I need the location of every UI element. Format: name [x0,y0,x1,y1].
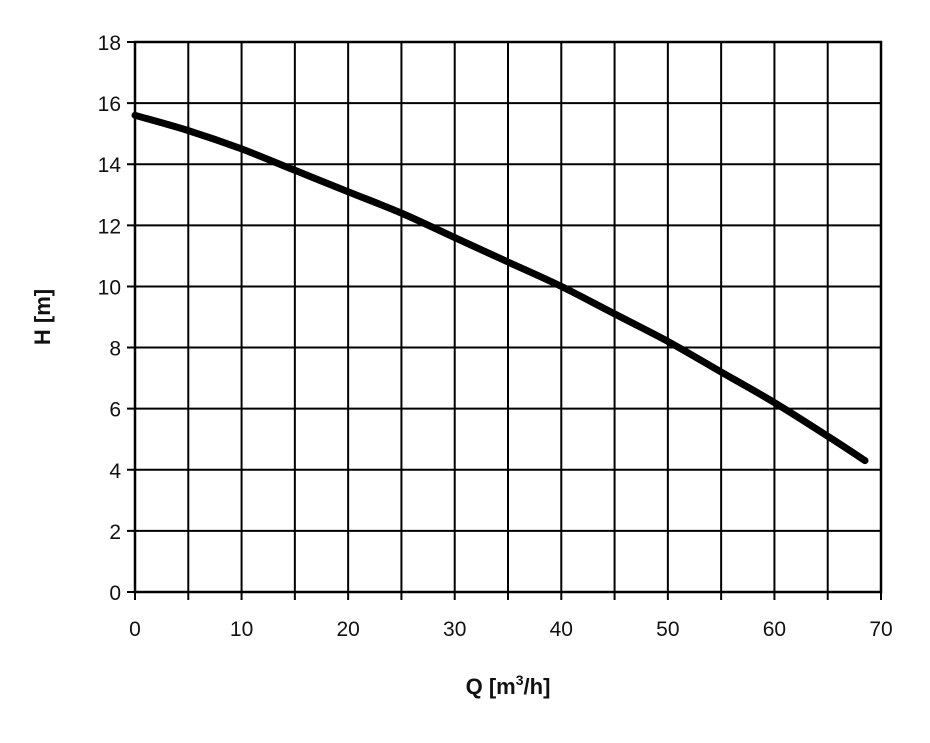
x-tick-label-0: 0 [129,618,141,641]
y-axis-label: H [m] [30,289,55,345]
x-tick-labels: 0 10 20 30 40 50 60 70 [129,618,893,641]
x-axis-label-tail: /h] [524,674,551,699]
y-tick-label-1: 2 [109,521,121,544]
x-axis-label-main: Q [m [466,674,516,699]
x-tick-label-5: 50 [656,618,679,641]
y-tick-label-6: 12 [98,215,121,238]
x-tick-label-7: 70 [869,618,892,641]
plot-frame [133,40,883,594]
grid [127,41,882,600]
x-tick-label-4: 40 [550,618,573,641]
x-tick-label-2: 20 [336,618,359,641]
x-tick-label-1: 10 [230,618,253,641]
y-tick-label-4: 8 [109,338,121,361]
y-tick-label-5: 10 [98,276,121,299]
x-axis-label-superscript: 3 [516,672,524,688]
x-tick-label-6: 60 [763,618,786,641]
y-tick-label-8: 16 [98,93,121,116]
x-axis-label: Q [m3/h] [466,672,551,699]
y-tick-label-9: 18 [98,32,121,55]
y-tick-label-2: 4 [109,460,121,483]
y-tick-label-0: 0 [109,582,121,605]
series-line [131,111,869,465]
y-tick-label-3: 6 [109,399,121,422]
x-tick-label-3: 30 [443,618,466,641]
y-tick-label-7: 14 [98,154,122,177]
y-tick-labels: 0 2 4 6 8 10 12 14 16 18 [98,32,122,605]
